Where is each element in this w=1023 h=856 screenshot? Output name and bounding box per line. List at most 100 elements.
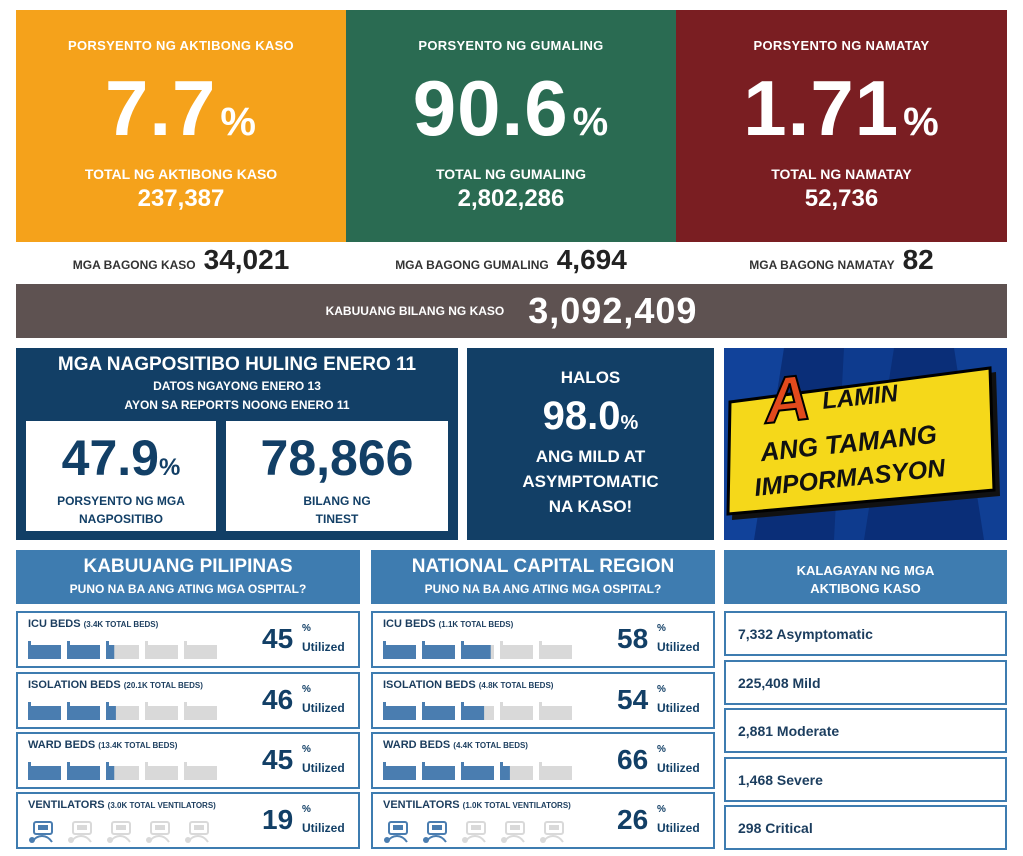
positivity-rate-value: 47.9% [61,430,181,486]
bed-segment-filled [67,645,100,659]
new-recoveries-label: MGA BAGONG GUMALING [395,258,549,272]
total-cases-label: KABUUANG BILANG NG KASO [325,304,505,318]
new-deaths-label: MGA BAGONG NAMATAY [749,258,895,272]
bed-headboard [184,762,187,780]
bed-segment-filled [106,645,115,659]
ventilator-icon [107,821,131,843]
status-section-header: KALAGAYAN NG MGA AKTIBONG KASO [724,550,1007,604]
ncr-section-header: NATIONAL CAPITAL REGION PUNO NA BA ANG A… [371,550,715,604]
ph-isolation-row: ISOLATION BEDS (20.1K TOTAL BEDS) 46 % U… [16,672,360,729]
ph-isolation-utilized-label: Utilized [302,701,345,715]
ncr-icu-utilization-bars [383,641,572,659]
bed-segment-filled [422,645,455,659]
bed-segment-filled [67,706,100,720]
tested-count-value: 78,866 [260,430,414,486]
bed-headboard [422,762,425,780]
comic-burst-background [724,348,1007,540]
bed-headboard [106,762,109,780]
ventilator-icon [423,821,447,843]
bed-headboard [67,762,70,780]
new-recoveries-value: 4,694 [556,244,627,275]
ph-ventilators-utilized-label: Utilized [302,821,345,835]
recovered-total-label: TOTAL NG GUMALING [435,166,587,182]
active-percent-value: 7.7% [104,64,257,152]
ncr-ward-utilized-label: Utilized [657,761,700,775]
ventilator-icon [540,821,564,843]
new-cases-label: MGA BAGONG KASO [72,258,196,272]
ph-ward-utilization-bars [28,762,217,780]
positivity-rate-label-1: PORSYENTO NG MGA [57,494,185,508]
positivity-rate-label-2: NAGPOSITIBO [78,512,163,526]
deaths-card: PORSYENTO NG NAMATAY 1.71% TOTAL NG NAMA… [676,10,1007,242]
ventilator-icon [501,821,525,843]
ncr-isolation-row: ISOLATION BEDS (4.8K TOTAL BEDS) 54 % Ut… [371,672,715,729]
deaths-total-value: 52,736 [804,185,879,212]
ph-section-subtitle: PUNO NA BA ANG ATING MGA OSPITAL? [69,582,307,596]
ncr-ward-utilization-bars [383,762,572,780]
bed-headboard [383,641,386,659]
ph-icu-row: ICU BEDS (3.4K TOTAL BEDS) 45 % Utilized [16,611,360,668]
ph-ventilator-icons [29,821,209,843]
bed-headboard [500,641,503,659]
ncr-ventilators-label: VENTILATORS (1.0K TOTAL VENTILATORS) [383,799,571,811]
ncr-ward-percent-sign: % [657,744,666,755]
active-cases-card: PORSYENTO NG AKTIBONG KASO 7.7% TOTAL NG… [16,10,346,242]
ncr-isolation-percent-sign: % [657,684,666,695]
ph-ward-value: 45 [262,744,294,775]
ncr-ventilators-percent-sign: % [657,804,666,815]
status-title-2: AKTIBONG KASO [810,581,921,596]
bed-segment-filled [28,706,61,720]
bed-segment-empty [145,706,178,720]
bed-headboard [461,702,464,720]
ph-section-title: KABUUANG PILIPINAS [83,556,293,577]
bed-headboard [184,702,187,720]
bed-segment-filled [461,706,485,720]
bed-headboard [422,641,425,659]
ncr-isolation-label: ISOLATION BEDS (4.8K TOTAL BEDS) [383,679,554,691]
ncr-ventilator-icons [384,821,564,843]
ncr-ventilators-row: VENTILATORS (1.0K TOTAL VENTILATORS) 26 … [371,792,715,849]
bed-headboard [28,762,31,780]
positivity-rate-box: 47.9% PORSYENTO NG MGA NAGPOSITIBO [26,421,216,531]
ph-icu-utilization-bars [28,641,217,659]
bed-segment-filled [28,645,61,659]
ncr-icu-utilized-label: Utilized [657,640,700,654]
info-banner: A LAMIN ANG TAMANG IMPORMASYON [724,348,1007,540]
bed-headboard [145,702,148,720]
status-severe: 1,468 Severe [724,757,1007,802]
new-recoveries: MGA BAGONG GUMALING 4,694 [346,244,676,284]
positivity-title: MGA NAGPOSITIBO HULING ENERO 11 [57,354,417,375]
ph-ventilators-row: VENTILATORS (3.0K TOTAL VENTILATORS) 19 … [16,792,360,849]
deaths-percent-label: PORSYENTO NG NAMATAY [753,38,930,53]
ph-icu-value: 45 [262,623,294,654]
recovered-percent-label: PORSYENTO NG GUMALING [418,38,604,53]
bed-segment-filled [383,706,416,720]
bed-segment-empty [500,706,533,720]
new-cases-value: 34,021 [203,244,290,275]
ncr-ward-row: WARD BEDS (4.4K TOTAL BEDS) 66 % Utilize… [371,732,715,789]
bed-headboard [500,762,503,780]
deaths-total-label: TOTAL NG NAMATAY [771,166,912,182]
ph-ventilators-percent-sign: % [302,804,311,815]
bed-headboard [500,702,503,720]
status-asymptomatic: 7,332 Asymptomatic [724,611,1007,656]
bed-headboard [383,702,386,720]
ph-isolation-utilization-bars [28,702,217,720]
bed-segment-filled [28,766,61,780]
mild-line-2: ASYMPTOMATIC [522,472,659,491]
tested-label-2: TINEST [315,512,359,526]
bed-segment-empty [145,645,178,659]
ncr-icu-label: ICU BEDS (1.1K TOTAL BEDS) [383,618,514,630]
positivity-date-line: DATOS NGAYONG ENERO 13 [153,379,321,393]
ph-ventilators-value: 19 [262,804,294,835]
bed-headboard [539,641,542,659]
ncr-icu-value: 58 [617,623,649,654]
bed-headboard [67,641,70,659]
mild-asymptomatic-panel: HALOS 98.0% ANG MILD AT ASYMPTOMATIC NA … [467,348,714,540]
new-cases: MGA BAGONG KASO 34,021 [16,244,346,284]
status-critical: 298 Critical [724,805,1007,850]
ncr-icu-percent-sign: % [657,623,666,634]
tested-count-box: 78,866 BILANG NG TINEST [226,421,448,531]
status-mild: 225,408 Mild [724,660,1007,705]
bed-segment-filled [500,766,510,780]
